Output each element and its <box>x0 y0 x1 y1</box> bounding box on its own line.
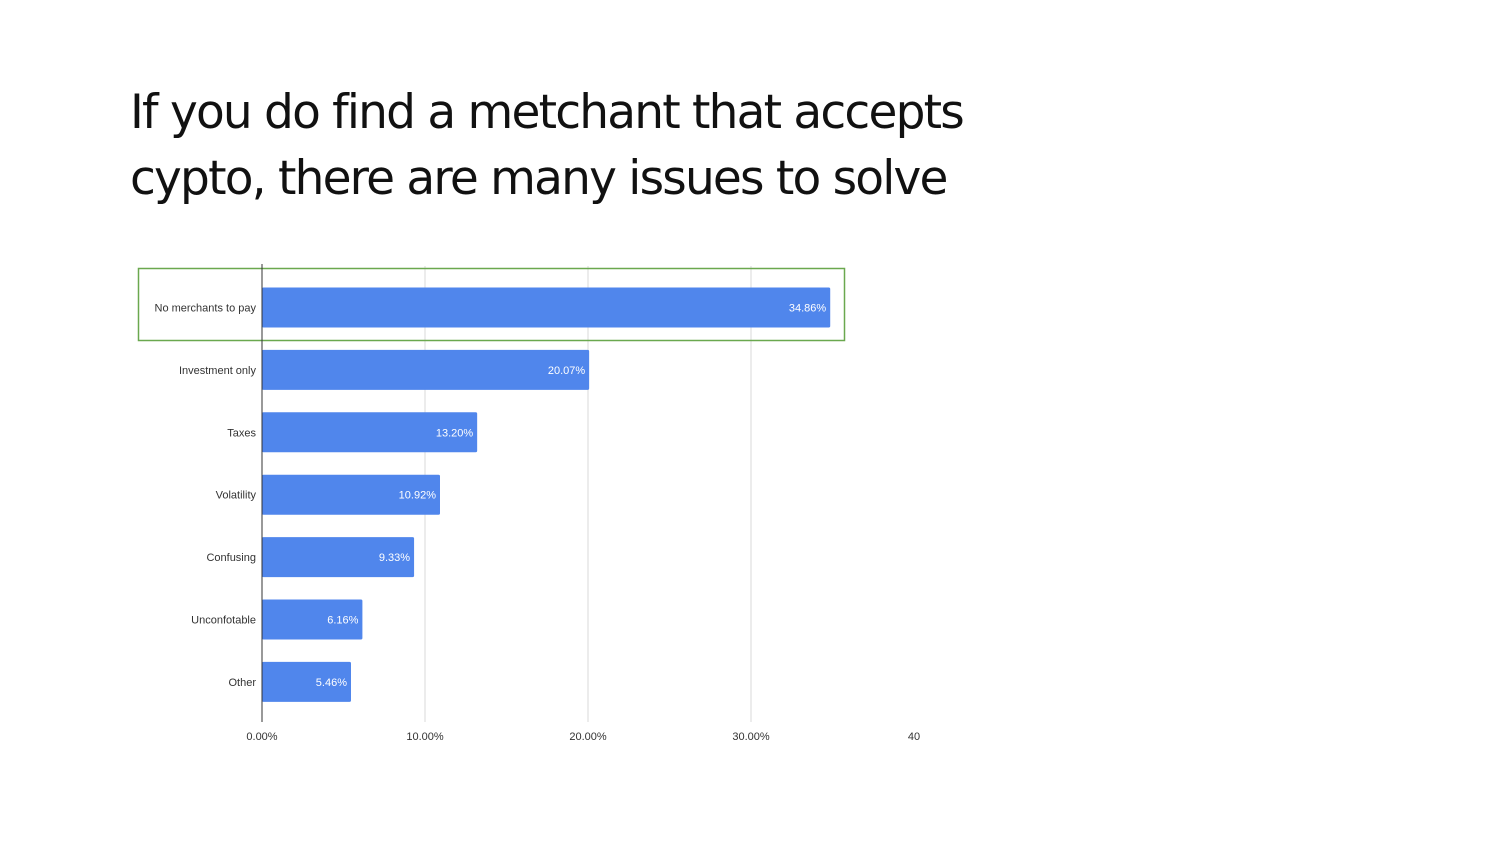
bar-unconfotable <box>262 599 363 640</box>
category-label-investment-only: Investment only <box>179 365 257 377</box>
x-tick-label-0-00: 0.00% <box>246 731 277 743</box>
value-label-confusing: 9.33% <box>379 552 410 564</box>
x-tick-label-10-00: 10.00% <box>406 731 444 743</box>
value-label-no-merchants-to-pay: 34.86% <box>789 303 827 315</box>
bar-no-merchants-to-pay <box>262 287 831 328</box>
bar-taxes <box>262 412 478 453</box>
slide-title-line-2: cypto, there are many issues to solve <box>130 151 948 206</box>
highlight-box <box>137 267 846 342</box>
bar-volatility <box>262 474 440 515</box>
labels: 0.00% 10.00% 20.00% 30.00% 40 No merchants to… <box>155 303 921 744</box>
grid-lines <box>424 266 752 722</box>
bar-investment-only <box>262 349 590 390</box>
value-label-volatility: 10.92% <box>399 490 437 502</box>
category-label-taxes: Taxes <box>227 427 256 439</box>
x-tick-label-40: 40 <box>908 731 920 743</box>
bars <box>262 287 831 702</box>
slide-title: If you do find a metchant that accepts c… <box>130 80 1030 212</box>
value-label-taxes: 13.20% <box>436 427 474 439</box>
category-label-other: Other <box>228 677 256 689</box>
highlight-layer <box>137 267 846 342</box>
category-label-unconfotable: Unconfotable <box>191 615 256 627</box>
bar-other <box>262 661 351 702</box>
category-label-no-merchants-to-pay: No merchants to pay <box>155 303 257 315</box>
x-tick-label-30-00: 30.00% <box>732 731 770 743</box>
x-tick-label-20-00: 20.00% <box>569 731 607 743</box>
bar-confusing <box>262 537 415 578</box>
value-label-investment-only: 20.07% <box>548 365 586 377</box>
value-label-unconfotable: 6.16% <box>327 615 358 627</box>
category-label-confusing: Confusing <box>206 552 256 564</box>
slide-title-line-1: If you do find a metchant that accepts <box>130 85 965 140</box>
value-label-other: 5.46% <box>316 677 347 689</box>
category-label-volatility: Volatility <box>216 490 257 502</box>
